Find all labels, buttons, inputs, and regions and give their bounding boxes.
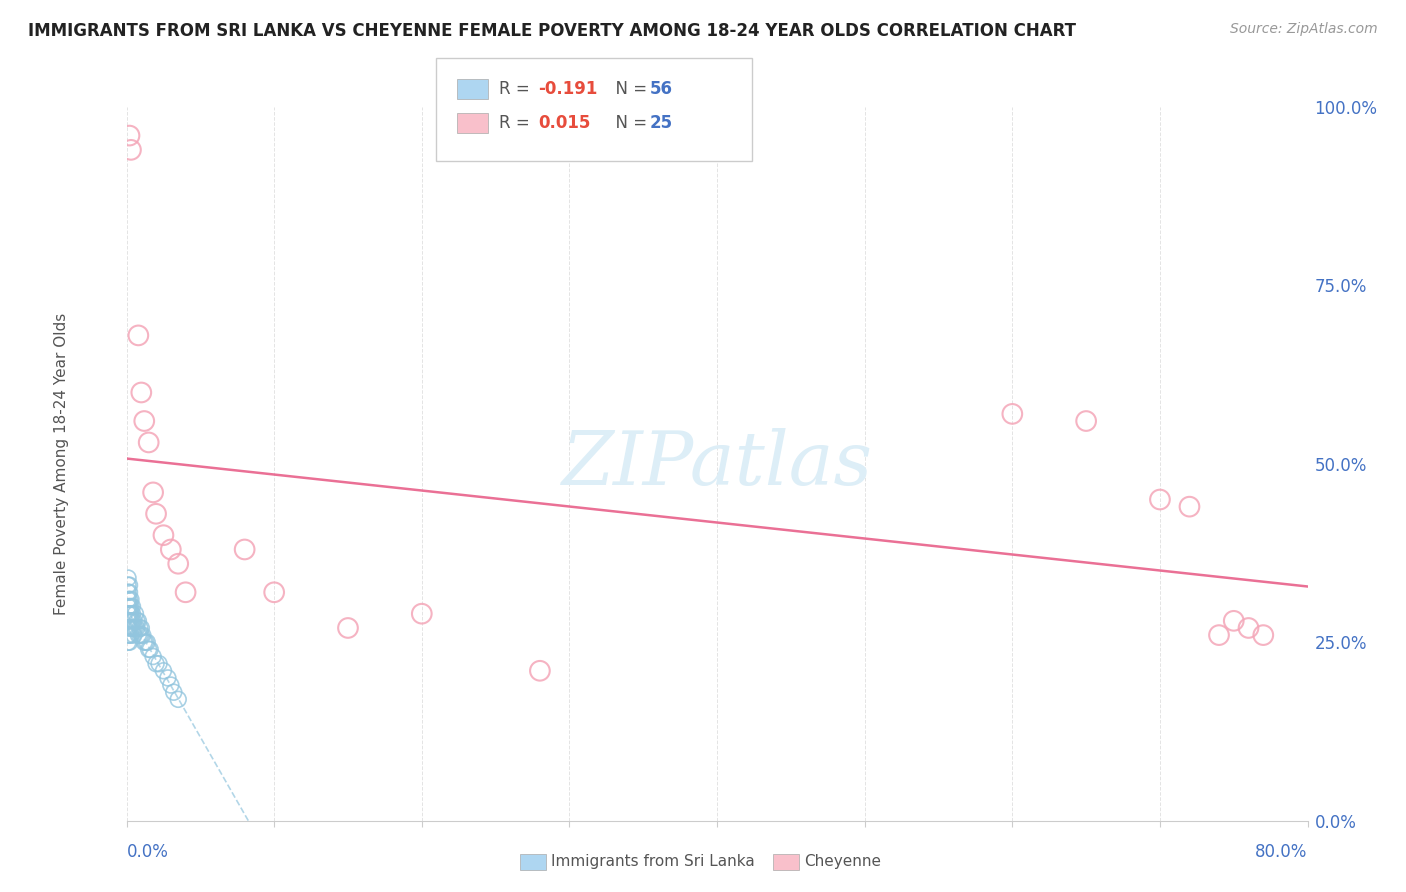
Point	[120, 599, 142, 614]
Point	[121, 599, 143, 614]
Point	[124, 621, 146, 635]
Point	[118, 635, 141, 649]
Point	[233, 542, 256, 557]
Point	[117, 635, 139, 649]
Point	[120, 621, 142, 635]
Text: 80.0%: 80.0%	[1256, 843, 1308, 861]
Point	[129, 385, 153, 400]
Text: -0.191: -0.191	[538, 80, 598, 98]
Point	[167, 692, 190, 706]
Point	[118, 599, 141, 614]
Point	[118, 585, 141, 599]
Point	[142, 485, 165, 500]
Point	[122, 628, 145, 642]
Point	[125, 614, 148, 628]
Point	[120, 143, 142, 157]
Point	[132, 628, 155, 642]
Point	[122, 621, 145, 635]
Point	[148, 657, 170, 671]
Point	[121, 621, 143, 635]
Point	[134, 635, 156, 649]
Point	[138, 642, 160, 657]
Point	[117, 621, 139, 635]
Point	[117, 592, 139, 607]
Point	[118, 578, 141, 592]
Text: R =: R =	[499, 80, 536, 98]
Point	[120, 628, 142, 642]
Text: Cheyenne: Cheyenne	[804, 855, 882, 869]
Point	[1222, 614, 1246, 628]
Point	[1149, 492, 1171, 507]
Point	[152, 664, 174, 678]
Point	[122, 614, 145, 628]
Point	[117, 607, 139, 621]
Point	[118, 614, 141, 628]
Point	[117, 599, 139, 614]
Point	[1251, 628, 1274, 642]
Point	[118, 128, 141, 143]
Point	[117, 571, 139, 585]
Point	[125, 621, 148, 635]
Point	[1208, 628, 1230, 642]
Text: N =: N =	[605, 80, 652, 98]
Point	[117, 578, 139, 592]
Point	[156, 671, 179, 685]
Point	[121, 607, 143, 621]
Point	[174, 585, 197, 599]
Point	[1237, 621, 1260, 635]
Point	[145, 507, 167, 521]
Point	[127, 614, 149, 628]
Point	[135, 635, 157, 649]
Text: Female Poverty Among 18-24 Year Olds: Female Poverty Among 18-24 Year Olds	[53, 313, 69, 615]
Point	[1001, 407, 1024, 421]
Point	[138, 435, 160, 450]
Point	[118, 628, 141, 642]
Point	[1076, 414, 1098, 428]
Text: IMMIGRANTS FROM SRI LANKA VS CHEYENNE FEMALE POVERTY AMONG 18-24 YEAR OLDS CORRE: IMMIGRANTS FROM SRI LANKA VS CHEYENNE FE…	[28, 22, 1076, 40]
Text: R =: R =	[499, 114, 536, 132]
Point	[152, 528, 174, 542]
Point	[128, 628, 150, 642]
Text: ZIPatlas: ZIPatlas	[561, 427, 873, 500]
Point	[139, 642, 162, 657]
Point	[129, 621, 153, 635]
Point	[159, 678, 183, 692]
Point	[121, 614, 143, 628]
Point	[142, 649, 165, 664]
Point	[120, 614, 142, 628]
Text: 0.0%: 0.0%	[127, 843, 169, 861]
Point	[263, 585, 285, 599]
Point	[159, 542, 183, 557]
Point	[127, 628, 149, 642]
Point	[117, 628, 139, 642]
Point	[134, 414, 156, 428]
Point	[117, 614, 139, 628]
Text: 25: 25	[650, 114, 672, 132]
Point	[127, 328, 149, 343]
Text: 56: 56	[650, 80, 672, 98]
Point	[167, 557, 190, 571]
Point	[120, 592, 142, 607]
Point	[124, 607, 146, 621]
Point	[136, 635, 159, 649]
Point	[118, 607, 141, 621]
Text: Source: ZipAtlas.com: Source: ZipAtlas.com	[1230, 22, 1378, 37]
Text: N =: N =	[605, 114, 652, 132]
Point	[411, 607, 433, 621]
Point	[118, 621, 141, 635]
Point	[529, 664, 551, 678]
Point	[1178, 500, 1201, 514]
Point	[120, 607, 142, 621]
Point	[163, 685, 186, 699]
Point	[117, 585, 139, 599]
Point	[129, 628, 153, 642]
Point	[145, 657, 167, 671]
Text: Immigrants from Sri Lanka: Immigrants from Sri Lanka	[551, 855, 755, 869]
Point	[128, 621, 150, 635]
Point	[118, 592, 141, 607]
Point	[337, 621, 360, 635]
Text: 0.015: 0.015	[538, 114, 591, 132]
